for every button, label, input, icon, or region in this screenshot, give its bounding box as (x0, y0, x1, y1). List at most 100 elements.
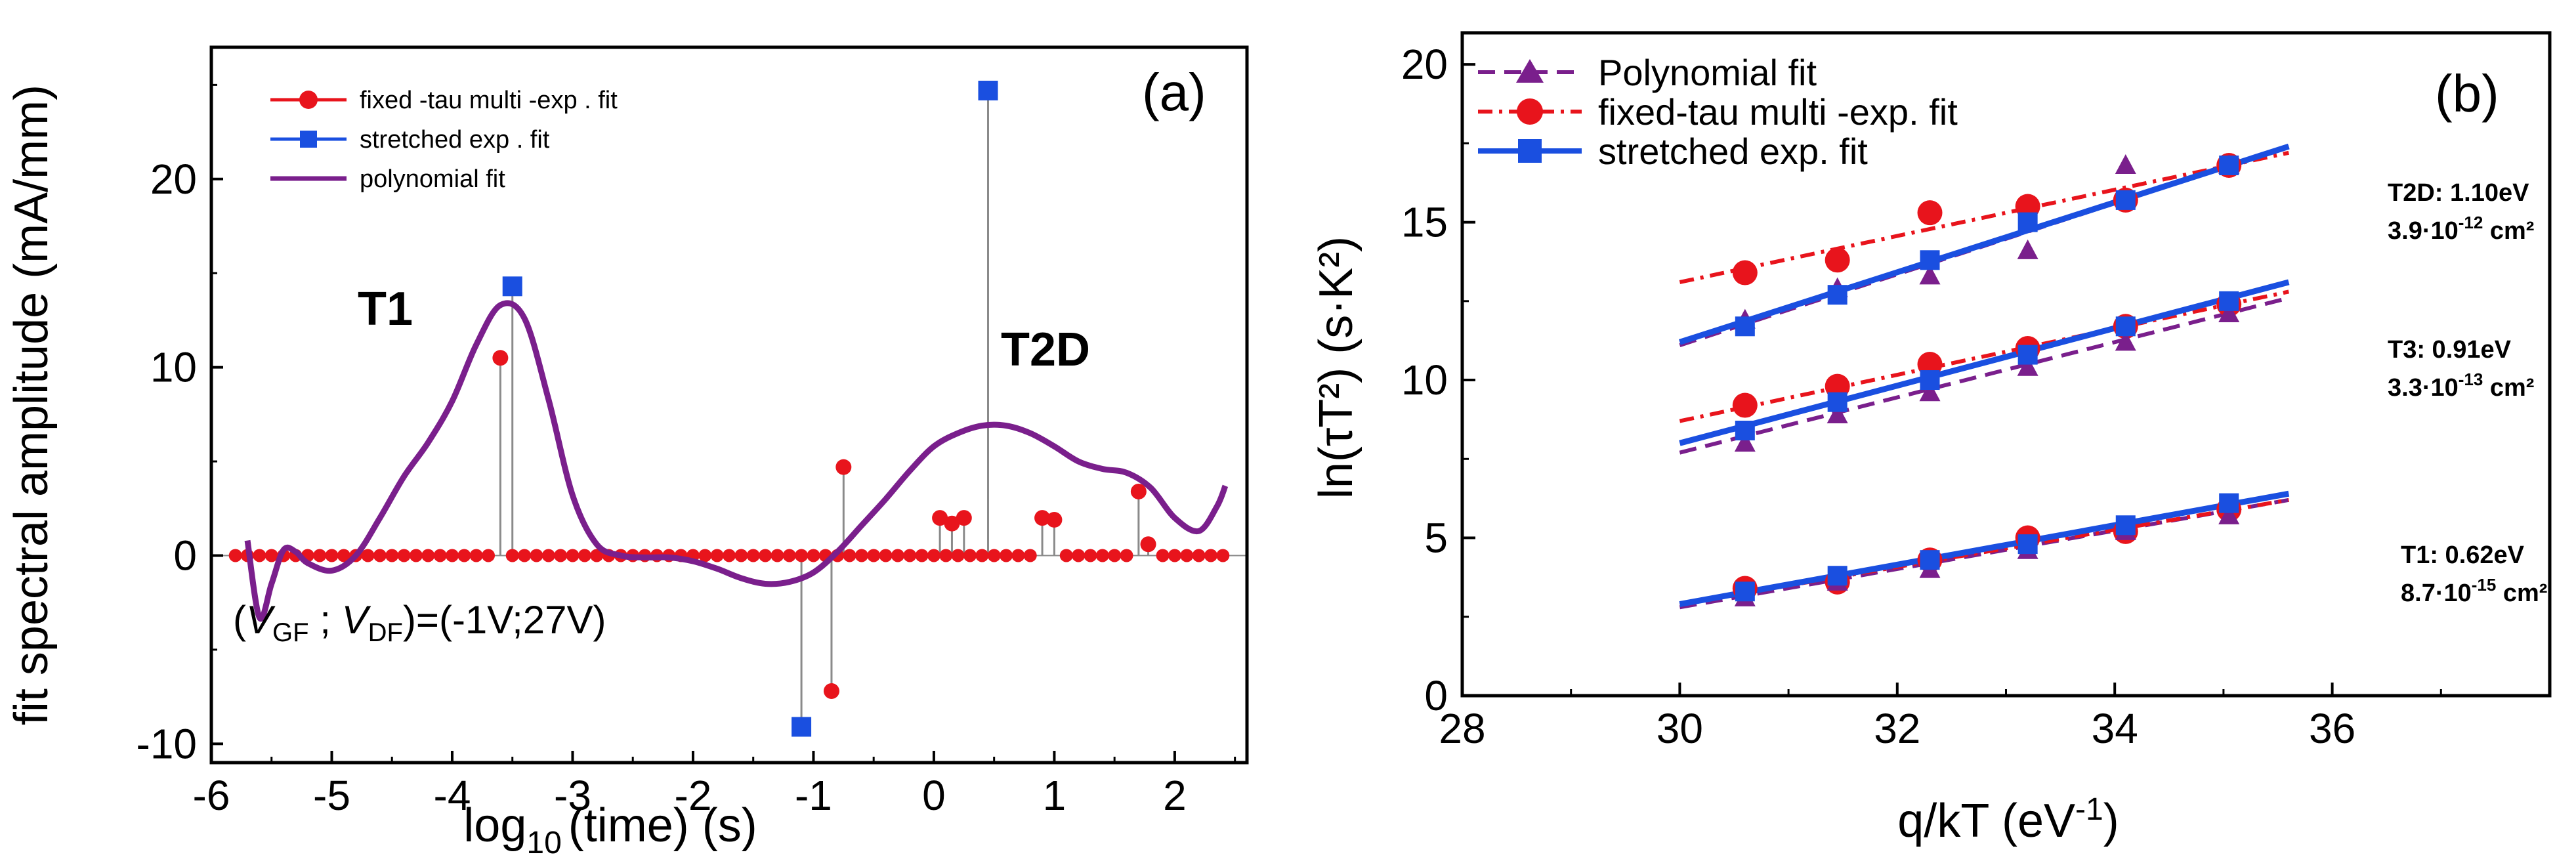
panel-a-xtick-label: -5 (313, 772, 350, 819)
stretched-fit-line-t1 (1679, 490, 2290, 607)
stretched-fit-line-t2d (1679, 143, 2290, 345)
legend-b-polynomial-entry: Polynomial fit (1478, 52, 1817, 93)
red-baseline-point (397, 549, 411, 562)
panel-a-plot-area (211, 80, 1247, 737)
red-baseline-point (795, 549, 809, 562)
stretched-point-t1 (2017, 534, 2038, 555)
red-baseline-point (987, 549, 1001, 562)
cond-sub1: GF (272, 618, 309, 647)
legend-a-red-entry: fixed -tau multi -exp . fit (270, 87, 618, 114)
red-baseline-point (915, 549, 929, 562)
panel-a-xtick-label: 2 (1163, 772, 1187, 819)
panel-b-label: (b) (2435, 64, 2499, 123)
panel-a-ytick-label: -10 (137, 720, 198, 767)
legend-b-stretched-entry: stretched exp. fit (1478, 131, 1868, 172)
panel-b-xtick-label: 36 (2309, 705, 2355, 752)
red-baseline-point (723, 549, 736, 562)
polynomial-fit-line-t3 (1679, 296, 2290, 455)
panel-a-ylabel: fit spectral amplitude (mA/mm) (5, 85, 58, 725)
red-baseline-point (939, 549, 953, 562)
trap-t1-post: cm² (2496, 580, 2547, 607)
red-baseline-point (1156, 549, 1170, 562)
polynomial-point-t3 (1826, 403, 1848, 423)
panel-a-ytick-label: 10 (150, 344, 197, 391)
panel-b-xlabel-main: q/kT (eV (1897, 795, 2075, 847)
red-baseline-point (975, 549, 989, 562)
panel-b-ytick-label: 5 (1424, 515, 1448, 562)
cond-v1: V (246, 598, 276, 642)
stretched-point-t1 (2219, 493, 2239, 513)
red-baseline-point (1180, 549, 1194, 562)
red-baseline-point (1011, 549, 1025, 562)
trap-t2d-post: cm² (2483, 217, 2534, 245)
fixed-tau-point-t3 (1732, 392, 1758, 418)
stretched-point-t2d (2115, 190, 2136, 210)
red-baseline-point (541, 549, 555, 562)
panel-b-xlabel: q/kT (eV-1) (1897, 792, 2119, 847)
annotation-t2d: T2D (1001, 324, 1090, 376)
red-stem-point (932, 510, 948, 526)
stretched-point-t3 (2115, 316, 2136, 337)
red-baseline-point (1168, 549, 1181, 562)
red-baseline-point (746, 549, 760, 562)
legend-a-blue-marker (300, 131, 317, 148)
red-baseline-point (1095, 549, 1109, 562)
red-stem-point (1034, 510, 1051, 526)
red-stem-point (944, 515, 960, 532)
trap-t2d-exp: -12 (2459, 213, 2483, 232)
red-baseline-point (1072, 549, 1086, 562)
red-baseline-point (734, 549, 748, 562)
red-baseline-point (891, 549, 904, 562)
red-stem-point (823, 683, 839, 699)
stretched-point-t1 (2115, 515, 2136, 536)
fixed-tau-fit-line-t3 (1679, 289, 2289, 423)
stretched-point-t1 (1827, 566, 1848, 586)
red-stem-point (835, 459, 852, 475)
red-stem-point (1046, 511, 1063, 528)
legend-b-stretched-marker (1518, 139, 1542, 163)
red-baseline-point (771, 549, 784, 562)
panel-b-xtick-label: 34 (2092, 705, 2138, 752)
panel-a-xlabel: log10 (time) (s) (463, 799, 757, 860)
polynomial-point-t3 (1734, 432, 1756, 452)
red-baseline-point (951, 549, 965, 562)
red-baseline-point (1108, 549, 1122, 562)
red-baseline-point (867, 549, 881, 562)
legend-a-blue-label: stretched exp . fit (360, 126, 550, 154)
stretched-point-t3 (2219, 291, 2239, 311)
panel-a-xtick-label: -2 (675, 772, 712, 819)
stretched-point-t1 (1735, 581, 1755, 602)
red-baseline-point (1216, 549, 1230, 562)
stretched-point-t2d (1827, 285, 1848, 305)
red-baseline-point (855, 549, 868, 562)
red-baseline-point (385, 549, 399, 562)
legend-a-blue-entry: stretched exp . fit (270, 126, 550, 154)
red-stem-point (956, 510, 972, 526)
panel-b-ytick-label: 15 (1401, 199, 1448, 246)
red-baseline-point (421, 549, 435, 562)
trap-annotation-t3: T3: 0.91eV 3.3·10-13 cm² (2388, 336, 2534, 402)
red-baseline-point (843, 549, 856, 562)
panel-b-xtick-label: 32 (1874, 705, 1920, 752)
red-baseline-point (566, 549, 580, 562)
panel-b-xlabel-close: ) (2103, 795, 2119, 847)
stretched-point-t2d (1735, 316, 1755, 337)
fixed-tau-point-t2d (1917, 200, 1943, 226)
trap-t3-post: cm² (2483, 374, 2534, 402)
cond-mid: ; (309, 598, 342, 642)
polynomial-point-t3 (1919, 381, 1941, 402)
red-baseline-point (710, 549, 724, 562)
panel-b-ylabel: ln(τT²) (s·K²) (1310, 236, 1362, 499)
red-baseline-point (530, 549, 543, 562)
blue-stem-point (978, 80, 998, 100)
red-baseline-point (554, 549, 568, 562)
trap-t2d-line1: T2D: 1.10eV (2388, 179, 2529, 207)
stretched-point-t3 (1920, 370, 1940, 390)
red-baseline-point (505, 549, 519, 562)
cond-v2: V (342, 598, 371, 642)
fixed-tau-point-t2d (1732, 260, 1758, 285)
red-baseline-point (325, 549, 339, 562)
red-baseline-point (433, 549, 447, 562)
red-baseline-point (313, 549, 327, 562)
